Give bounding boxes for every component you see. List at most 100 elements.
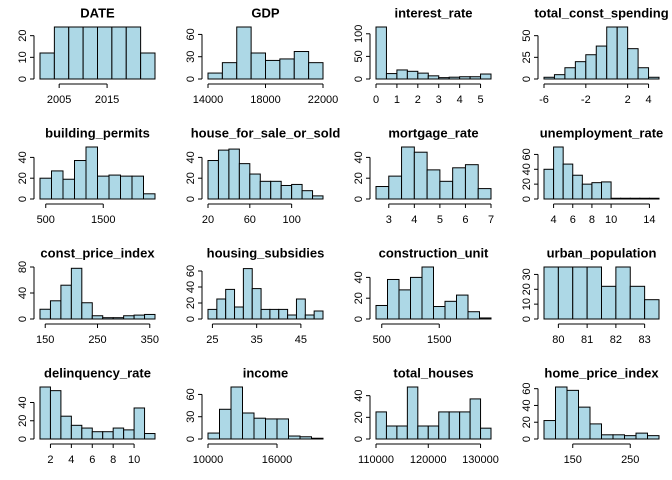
chart-title: unemployment_rate xyxy=(540,125,664,140)
bar xyxy=(234,306,244,320)
y-tick-label: 60 xyxy=(185,388,197,400)
x-tick-label: 4 xyxy=(645,94,651,106)
y-tick-label: 0 xyxy=(17,436,29,442)
x-tick-label: 35 xyxy=(251,334,263,346)
y-tick-label: 40 xyxy=(353,390,365,402)
x-tick-label: 150 xyxy=(564,454,582,466)
x-tick-label: 81 xyxy=(581,334,593,346)
y-tick-label: 0 xyxy=(17,196,29,202)
bar xyxy=(225,288,236,320)
x-tick-label: 8 xyxy=(110,454,116,466)
bar xyxy=(467,311,480,320)
x-tick-label: 25 xyxy=(206,334,218,346)
y-tick-label: 20 xyxy=(521,178,533,190)
bar xyxy=(70,424,83,440)
bar xyxy=(238,163,251,200)
bar xyxy=(637,67,650,80)
bar xyxy=(427,75,440,80)
x-tick-label: 2015 xyxy=(95,94,119,106)
bar xyxy=(543,168,555,200)
bar xyxy=(375,304,388,320)
bar xyxy=(601,434,614,440)
bar xyxy=(578,406,591,440)
bar xyxy=(251,288,262,320)
bar xyxy=(39,308,51,320)
bar xyxy=(304,314,315,320)
chart-title: construction_unit xyxy=(379,245,489,260)
bar xyxy=(242,268,253,320)
x-tick-label: 83 xyxy=(639,334,651,346)
x-tick-label: 10 xyxy=(128,454,140,466)
y-tick-label: 0 xyxy=(185,316,197,322)
bar xyxy=(459,76,471,80)
bar xyxy=(39,386,51,440)
bar xyxy=(543,420,556,440)
bar xyxy=(228,148,240,200)
y-tick-label: 50 xyxy=(353,50,365,62)
bar xyxy=(543,76,555,80)
bar xyxy=(439,180,454,200)
bar xyxy=(62,178,75,200)
bar xyxy=(456,294,469,320)
bar xyxy=(207,308,218,320)
bar xyxy=(287,314,297,320)
bar xyxy=(410,276,423,320)
y-tick-label: 20 xyxy=(353,292,365,304)
bar xyxy=(396,69,408,80)
bar xyxy=(133,407,146,440)
bar xyxy=(140,52,156,80)
bar xyxy=(207,72,223,80)
bar xyxy=(259,180,272,200)
bar xyxy=(39,52,55,80)
bar xyxy=(459,411,471,440)
bar xyxy=(375,411,387,440)
bar xyxy=(417,72,429,80)
bar xyxy=(375,186,390,200)
y-tick-label: 20 xyxy=(17,172,29,184)
x-tick-label: 4 xyxy=(551,214,557,226)
bar xyxy=(60,415,72,440)
y-tick-label: 0 xyxy=(185,436,197,442)
bar xyxy=(595,45,608,80)
bar xyxy=(143,193,156,200)
bar xyxy=(280,184,293,200)
bar xyxy=(123,429,135,440)
bar xyxy=(616,26,629,80)
bar xyxy=(562,163,574,200)
chart-title: housing_subsidies xyxy=(207,245,325,260)
x-tick-label: 4 xyxy=(68,454,74,466)
bar xyxy=(557,266,574,320)
x-tick-label: 150 xyxy=(36,334,54,346)
bar xyxy=(464,164,479,200)
bar xyxy=(230,386,243,440)
bar xyxy=(615,266,631,320)
bar xyxy=(144,433,156,440)
y-tick-label: 0 xyxy=(353,436,365,442)
x-tick-label: 2005 xyxy=(47,94,71,106)
chart-title: total_houses xyxy=(393,365,473,380)
bar xyxy=(601,181,612,200)
y-tick-label: 60 xyxy=(185,28,197,40)
x-tick-label: 6 xyxy=(570,214,576,226)
bar xyxy=(250,52,266,80)
bar xyxy=(387,278,400,320)
bar xyxy=(589,423,602,440)
bar xyxy=(269,308,280,320)
bar xyxy=(291,183,303,200)
bar xyxy=(635,432,648,440)
bar xyxy=(265,418,278,440)
x-tick-label: 5 xyxy=(437,214,443,226)
bar xyxy=(108,174,121,200)
bar xyxy=(278,308,289,320)
bar xyxy=(433,306,446,320)
bar xyxy=(469,76,482,80)
bar xyxy=(60,284,72,320)
bar xyxy=(629,197,641,200)
bar xyxy=(311,437,324,440)
y-tick-label: 30 xyxy=(185,411,197,423)
y-tick-label: 20 xyxy=(521,416,533,428)
bar xyxy=(82,26,98,80)
bar xyxy=(216,298,227,320)
x-tick-label: 110000 xyxy=(358,454,394,466)
